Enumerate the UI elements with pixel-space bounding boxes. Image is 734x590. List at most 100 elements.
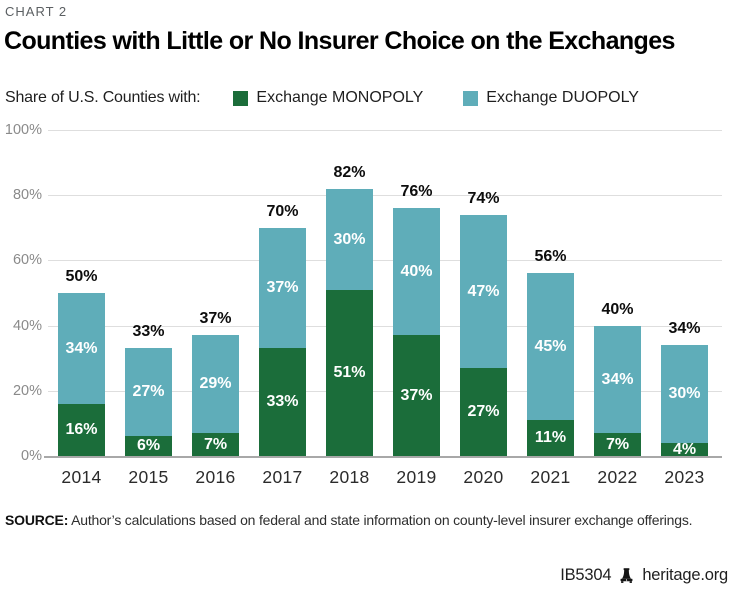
monopoly-value-label: 6%: [136, 437, 161, 454]
bar-segment-duopoly-2020: 47%: [460, 215, 507, 368]
duopoly-value-label: 30%: [668, 385, 701, 402]
bar-segment-duopoly-2021: 45%: [527, 273, 574, 420]
legend: Share of U.S. Counties with: Exchange MO…: [5, 89, 729, 107]
bar-total-label-2014: 50%: [65, 268, 98, 285]
x-axis-year-label-2018: 2018: [329, 467, 370, 487]
bar-group-2022: 34% 7%: [594, 326, 641, 456]
bar-segment-monopoly-2015: 6%: [125, 436, 172, 456]
monopoly-value-label: 27%: [467, 403, 500, 420]
duopoly-value-label: 47%: [467, 282, 500, 300]
gridline: [48, 260, 722, 262]
bar-total-label-2023: 34%: [668, 320, 701, 337]
bar-segment-monopoly-2016: 7%: [192, 433, 239, 456]
y-axis-tick-label: 0%: [21, 448, 42, 464]
bar-segment-monopoly-2020: 27%: [460, 368, 507, 456]
bar-total-label-2015: 33%: [132, 323, 165, 340]
bar-total-label-2022: 40%: [601, 301, 634, 318]
bar-segment-duopoly-2022: 34%: [594, 326, 641, 433]
site-name: heritage.org: [642, 566, 728, 584]
bar-segment-duopoly-2019: 40%: [393, 208, 440, 335]
monopoly-value-label: 16%: [65, 421, 98, 438]
bar-total-label-2016: 37%: [199, 310, 232, 327]
bar-total-label-2017: 70%: [266, 203, 299, 220]
y-axis-tick-label: 60%: [12, 252, 42, 269]
bar-group-2018: 30% 51%: [326, 189, 373, 456]
monopoly-value-label: 4%: [672, 440, 697, 458]
bar-group-2023: 30% 4%: [661, 345, 708, 458]
monopoly-value-label: 11%: [534, 429, 567, 446]
page-title: Counties with Little or No Insurer Choic…: [4, 27, 675, 55]
x-axis-year-label-2019: 2019: [396, 467, 437, 487]
bar-segment-duopoly-2023: 30%: [661, 345, 708, 443]
bar-segment-monopoly-2019: 37%: [393, 335, 440, 456]
duopoly-swatch-icon: [463, 90, 479, 106]
footer: IB5304 heritage.org: [560, 566, 728, 585]
monopoly-value-label: 7%: [605, 435, 630, 453]
doc-id: IB5304: [560, 566, 612, 584]
bar-segment-monopoly-2023: 4%: [661, 440, 708, 458]
monopoly-value-label: 33%: [266, 393, 299, 410]
x-axis-year-label-2015: 2015: [128, 467, 169, 487]
x-axis-year-label-2016: 2016: [195, 467, 236, 487]
gridline: [48, 195, 722, 197]
bar-total-label-2020: 74%: [467, 190, 500, 207]
legend-item-label: Exchange DUOPOLY: [486, 89, 639, 106]
source-note: SOURCE: Author’s calculations based on f…: [5, 512, 731, 528]
monopoly-swatch-icon: [233, 90, 249, 106]
chart-number-label: CHART 2: [5, 4, 68, 19]
bar-segment-monopoly-2014: 16%: [58, 404, 105, 456]
liberty-bell-icon: [618, 567, 635, 584]
gridline: [48, 325, 722, 327]
bar-total-label-2019: 76%: [400, 183, 433, 200]
bar-segment-monopoly-2017: 33%: [259, 348, 306, 456]
bar-segment-duopoly-2017: 37%: [259, 228, 306, 348]
duopoly-value-label: 29%: [199, 375, 232, 392]
x-axis-year-label-2023: 2023: [664, 467, 705, 487]
legend-prefix: Share of U.S. Counties with:: [5, 89, 201, 106]
gridline: [48, 390, 722, 392]
duopoly-value-label: 34%: [65, 339, 98, 357]
bar-segment-duopoly-2014: 34%: [58, 293, 105, 404]
legend-item-duopoly: Exchange DUOPOLY: [463, 89, 639, 107]
bar-segment-duopoly-2015: 27%: [125, 348, 172, 436]
x-axis-year-label-2022: 2022: [597, 467, 638, 487]
x-axis-year-label-2020: 2020: [463, 467, 504, 487]
source-text: Author’s calculations based on federal a…: [68, 512, 693, 528]
x-axis-line: [44, 456, 722, 458]
monopoly-value-label: 51%: [333, 364, 366, 381]
bar-segment-monopoly-2018: 51%: [326, 290, 373, 456]
bar-group-2017: 37% 33%: [259, 228, 306, 456]
monopoly-value-label: 7%: [203, 435, 228, 453]
bar-segment-duopoly-2016: 29%: [192, 335, 239, 433]
bar-segment-duopoly-2018: 30%: [326, 189, 373, 290]
x-axis-year-label-2021: 2021: [530, 467, 571, 487]
plot-area: 34% 16% 50% 27% 6% 33% 29% 7% 37% 37% 33% 70% 30% 51%…: [44, 130, 722, 458]
bar-group-2015: 27% 6%: [125, 348, 172, 456]
source-label: SOURCE:: [5, 512, 69, 528]
legend-item-label: Exchange MONOPOLY: [256, 89, 424, 106]
bar-group-2021: 45% 11%: [527, 273, 574, 456]
monopoly-value-label: 37%: [400, 386, 433, 404]
x-axis: 2014 2015 2016 2017 2018 2019 2020 2021 2022 2023: [48, 467, 722, 489]
x-axis-year-label-2017: 2017: [262, 467, 303, 487]
y-axis-tick-label: 100%: [4, 122, 42, 138]
bar-total-label-2018: 82%: [333, 164, 366, 181]
bar-segment-monopoly-2021: 11%: [527, 420, 574, 456]
gridline: [48, 130, 722, 131]
bar-total-label-2021: 56%: [534, 248, 567, 265]
bar-group-2019: 40% 37%: [393, 208, 440, 456]
bar-group-2014: 34% 16%: [58, 293, 105, 456]
duopoly-value-label: 45%: [534, 337, 567, 355]
duopoly-value-label: 34%: [601, 370, 634, 388]
bar-segment-monopoly-2022: 7%: [594, 433, 641, 456]
bar-group-2016: 29% 7%: [192, 335, 239, 456]
duopoly-value-label: 27%: [132, 383, 165, 400]
x-axis-year-label-2014: 2014: [61, 467, 102, 487]
y-axis-tick-label: 80%: [12, 187, 42, 204]
y-axis-tick-label: 20%: [12, 382, 42, 399]
bar-group-2020: 47% 27%: [460, 215, 507, 456]
legend-item-monopoly: Exchange MONOPOLY: [233, 89, 423, 107]
duopoly-value-label: 30%: [333, 230, 366, 248]
duopoly-value-label: 37%: [266, 279, 299, 296]
